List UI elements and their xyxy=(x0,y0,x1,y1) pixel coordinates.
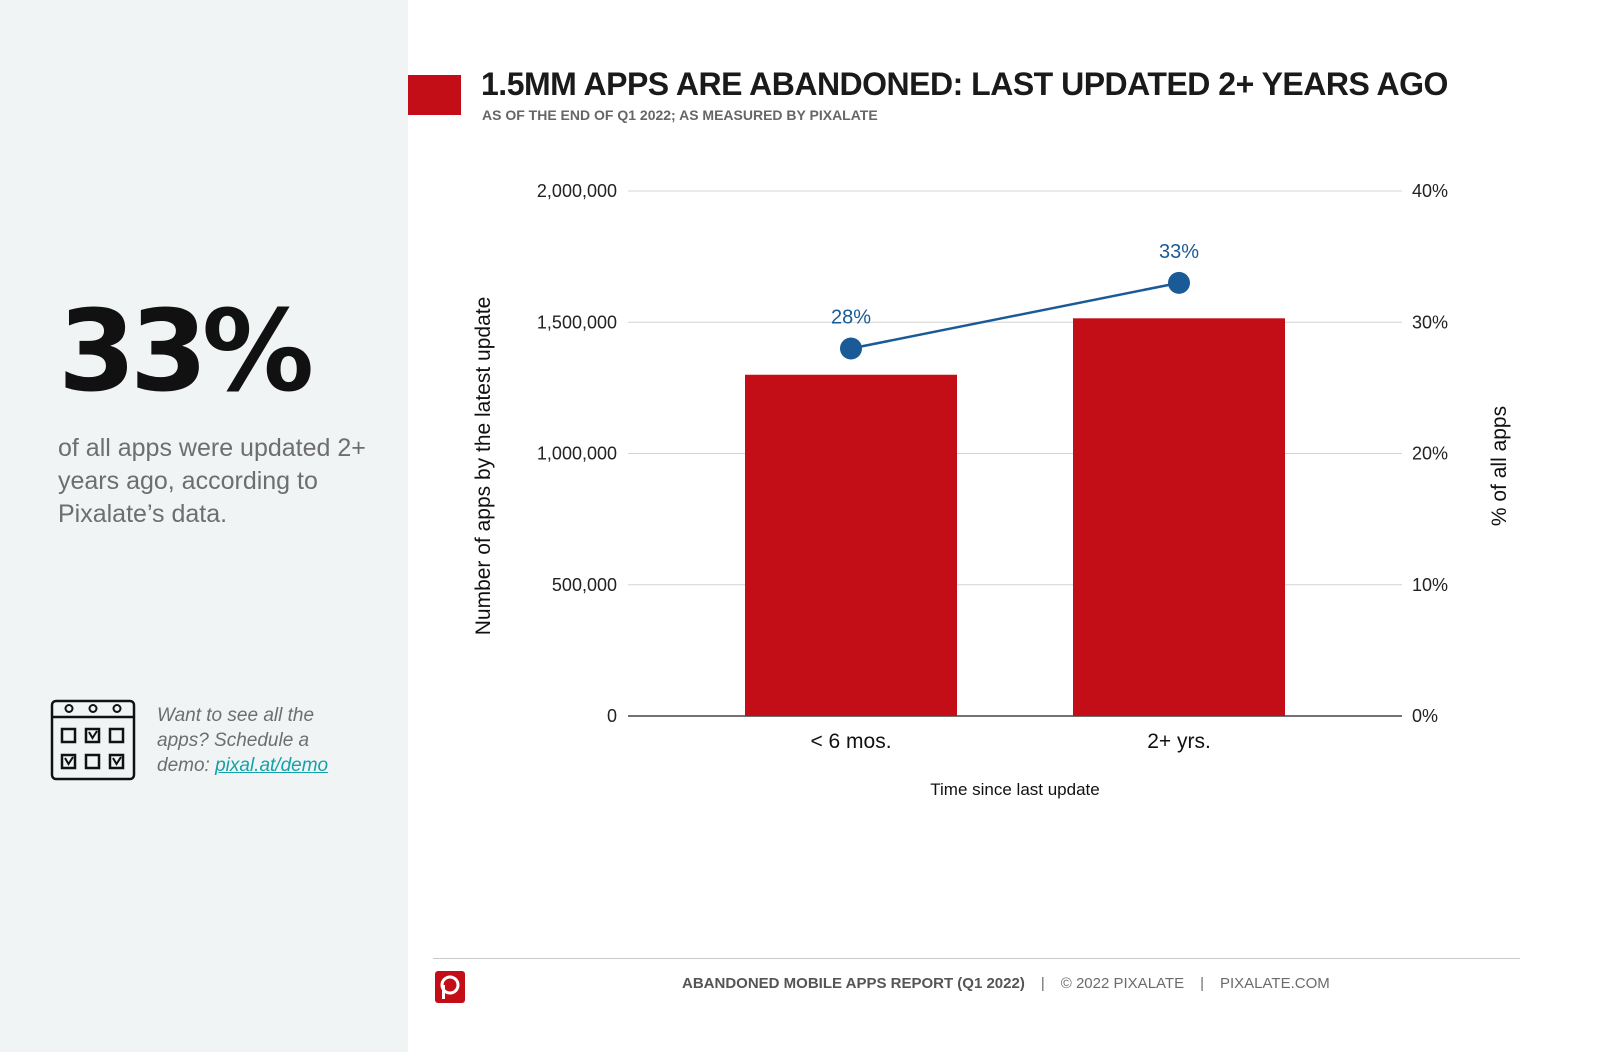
title-accent-block xyxy=(408,75,461,115)
demo-link[interactable]: pixal.at/demo xyxy=(215,755,329,776)
y2-tick-label: 0% xyxy=(1412,706,1438,726)
line-point xyxy=(840,337,862,360)
footer-site[interactable]: PIXALATE.COM xyxy=(1220,975,1330,992)
chart-subtitle: AS OF THE END OF Q1 2022; AS MEASURED BY… xyxy=(482,107,878,123)
bar xyxy=(1073,318,1285,716)
data-label: 33% xyxy=(1159,241,1199,263)
x-axis-title: Time since last update xyxy=(930,780,1099,799)
pixalate-logo-icon xyxy=(435,971,465,1003)
sidebar: 33% of all apps were updated 2+ years ag… xyxy=(0,0,408,1052)
y-tick-label: 0 xyxy=(607,706,617,726)
y-tick-label: 1,000,000 xyxy=(537,444,617,464)
stat-description: of all apps were updated 2+ years ago, a… xyxy=(58,434,366,528)
data-label: 28% xyxy=(831,307,871,329)
demo-cta-text: Want to see all the apps? Schedule a dem… xyxy=(157,705,315,776)
y2-axis-title: % of all apps xyxy=(1488,406,1511,526)
y2-tick-label: 30% xyxy=(1412,312,1448,332)
y-axis-title: Number of apps by the latest update xyxy=(472,297,495,636)
demo-cta: Want to see all the apps? Schedule a dem… xyxy=(157,703,367,778)
x-tick-label: 2+ yrs. xyxy=(1147,730,1211,753)
y2-tick-label: 10% xyxy=(1412,575,1448,595)
big-stat: 33% xyxy=(58,287,314,417)
bar xyxy=(745,374,957,716)
x-tick-label: < 6 mos. xyxy=(810,730,891,753)
calendar-icon xyxy=(50,699,136,781)
chart-title: 1.5MM APPS ARE ABANDONED: LAST UPDATED 2… xyxy=(481,66,1448,102)
y-tick-label: 2,000,000 xyxy=(537,181,617,201)
series-line xyxy=(850,281,1180,350)
y2-tick-label: 40% xyxy=(1412,181,1448,201)
y-tick-label: 1,500,000 xyxy=(537,312,617,332)
line-point xyxy=(1168,271,1190,294)
y2-tick-label: 20% xyxy=(1412,444,1448,464)
footer: ABANDONED MOBILE APPS REPORT (Q1 2022) | ©… xyxy=(682,975,1330,992)
footer-divider xyxy=(433,958,1520,959)
footer-report: ABANDONED MOBILE APPS REPORT (Q1 2022) xyxy=(682,975,1025,992)
footer-separator: | xyxy=(1200,975,1204,992)
y-tick-label: 500,000 xyxy=(552,575,617,595)
footer-separator: | xyxy=(1040,975,1045,992)
footer-copyright: © 2022 PIXALATE xyxy=(1060,975,1185,992)
